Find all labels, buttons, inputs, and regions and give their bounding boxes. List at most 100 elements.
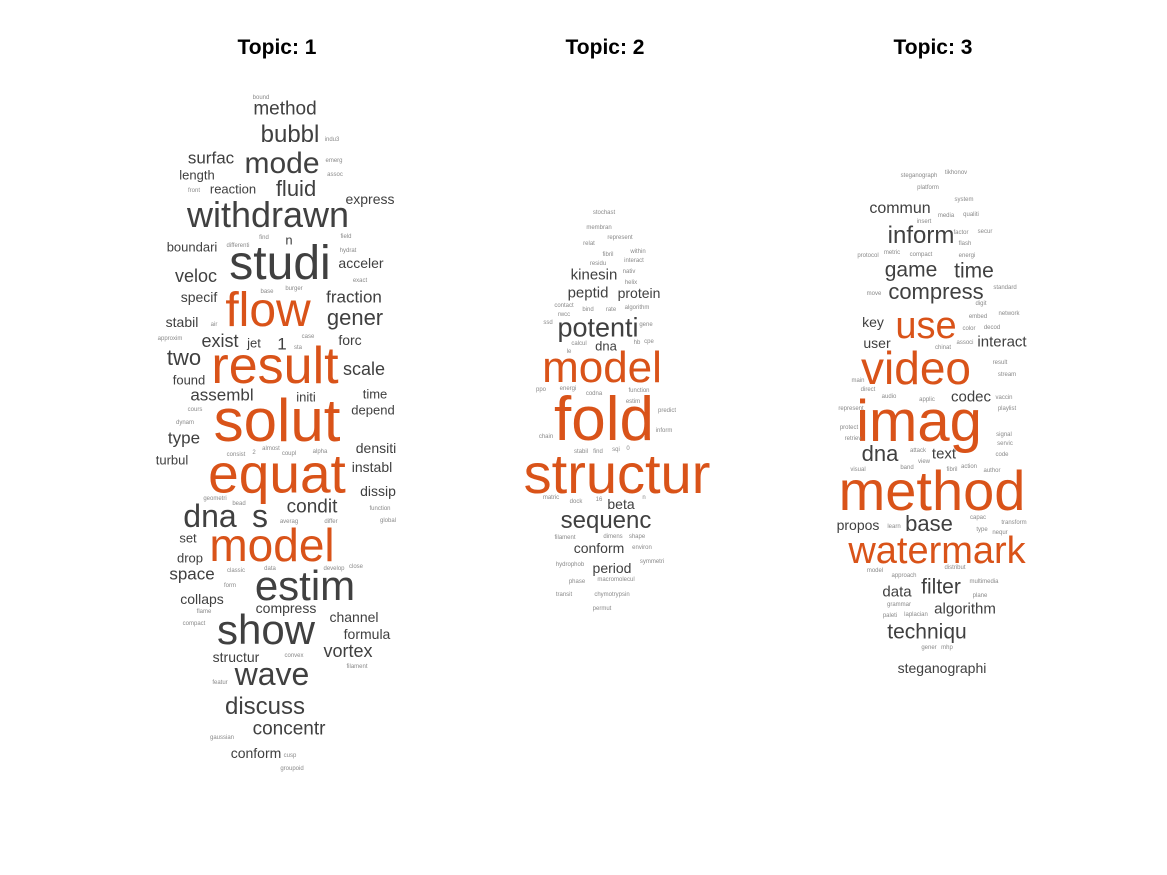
word-author: author [983, 468, 1001, 474]
word-coupl: coupl [281, 451, 297, 457]
word-hydrat: hydrat [339, 248, 357, 254]
word-propos: propos [836, 517, 880, 533]
word-0: 0 [626, 446, 630, 452]
word-commun: commun [869, 200, 931, 217]
word-flow: flow [225, 284, 311, 337]
word-cloud: structur fold model potenti sequenc kinesin pe… [450, 0, 760, 875]
word-transit: transit [555, 592, 573, 598]
word-permut: permut [592, 606, 612, 612]
word-protocol: protocol [857, 253, 879, 259]
word-withdrawn: withdrawn [186, 194, 350, 235]
word-collaps: collaps [180, 591, 224, 607]
word-band: band [900, 465, 914, 471]
word-codna: codna [585, 391, 603, 397]
word-flame: flame [196, 609, 212, 615]
word-groupoid: groupoid [280, 766, 304, 772]
word-formula: formula [343, 626, 391, 642]
word-network: network [998, 311, 1020, 317]
word-space: space [169, 564, 215, 584]
word-represent: represent [838, 406, 864, 412]
word-air: air [210, 322, 218, 328]
word-relat: relat [583, 241, 595, 247]
word-cloud: method imag video watermark use inform compres… [778, 0, 1088, 875]
word-mode: mode [244, 147, 320, 180]
word-chinat: chinat [934, 345, 952, 351]
word-solut: solut [213, 387, 341, 454]
word-nativ: nativ [622, 269, 636, 275]
word-contact: contact [554, 303, 574, 309]
word-stream: stream [997, 372, 1017, 378]
word-dna: dna [595, 338, 617, 354]
word-factor: factor [953, 230, 969, 236]
word-cusp: cusp [283, 753, 297, 759]
word-differenti: differenti [226, 243, 250, 249]
word-fluid: fluid [275, 176, 317, 201]
word-membran: membran [586, 225, 612, 231]
word-stabil: stabil [573, 449, 589, 455]
word-develop: develop [323, 566, 345, 572]
word-dimens: dimens [603, 534, 623, 540]
word-servic: servic [997, 441, 1013, 447]
word-shape: shape [628, 534, 646, 540]
word-equat: equat [208, 442, 346, 505]
word-method: method [838, 459, 1026, 522]
word-compact: compact [182, 621, 206, 627]
word-show: show [216, 606, 316, 653]
word-featur: featur [212, 680, 228, 686]
word-codec: codec [950, 388, 992, 406]
word-laplacian: laplacian [904, 612, 928, 618]
word-within: within [630, 249, 646, 255]
word-close: close [348, 564, 364, 570]
word-almost: almost [262, 446, 280, 452]
word-techniqu: techniqu [887, 620, 967, 644]
word-sta: sta [293, 345, 303, 351]
word-system: system [954, 197, 974, 203]
word-retriev: retriev [844, 436, 862, 442]
word-compress: compress [888, 279, 984, 304]
word-time: time [362, 386, 388, 402]
word-n: n [285, 232, 293, 248]
word-grammar: grammar [886, 602, 912, 608]
word-color: color [962, 326, 976, 332]
word-dynam: dynam [175, 420, 195, 426]
word-ssd: ssd [543, 320, 553, 326]
word-distribut: distribut [944, 565, 966, 571]
word-indu3: indu3 [324, 137, 340, 143]
word-flash: flash [958, 241, 972, 247]
word-filament: filament [554, 535, 576, 541]
word-symmetri: symmetri [639, 559, 665, 565]
word-media: media [937, 213, 955, 219]
word-forc: forc [338, 332, 362, 348]
word-direct: direct [860, 387, 876, 393]
word-consist: consist [226, 452, 246, 458]
word-condit: condit [286, 496, 338, 518]
word-tikhonov: tikhonov [944, 170, 968, 176]
word-base: base [260, 289, 274, 295]
word-gaussian: gaussian [209, 735, 235, 741]
word-fibril: fibril [946, 467, 958, 473]
word-helix: helix [624, 280, 638, 286]
word-filament: filament [346, 664, 368, 670]
word-depend: depend [351, 402, 395, 418]
word-learn: learn [887, 524, 901, 530]
word-move: move [866, 291, 882, 297]
word-find: find [259, 235, 269, 241]
word-initi: initi [296, 389, 316, 405]
word-found: found [172, 372, 206, 388]
word-studi: studi [229, 237, 331, 290]
word-result: result [992, 360, 1008, 366]
word-le: le [566, 349, 572, 355]
word-plane: plane [972, 593, 988, 599]
word-chymotrypsin: chymotrypsin [594, 592, 630, 598]
word-game: game [884, 258, 938, 282]
word-express: express [345, 191, 395, 207]
word-digit: digit [975, 301, 987, 307]
word-view: view [917, 459, 931, 465]
word-densiti: densiti [355, 440, 397, 456]
word-hydrophob: hydrophob [555, 562, 585, 568]
word-gener: gener [921, 645, 937, 651]
word-reaction: reaction [209, 181, 257, 197]
word-cours: cours [187, 407, 203, 413]
chart-title: Topic: 2 [565, 36, 645, 59]
word-averag: averag [279, 519, 299, 525]
